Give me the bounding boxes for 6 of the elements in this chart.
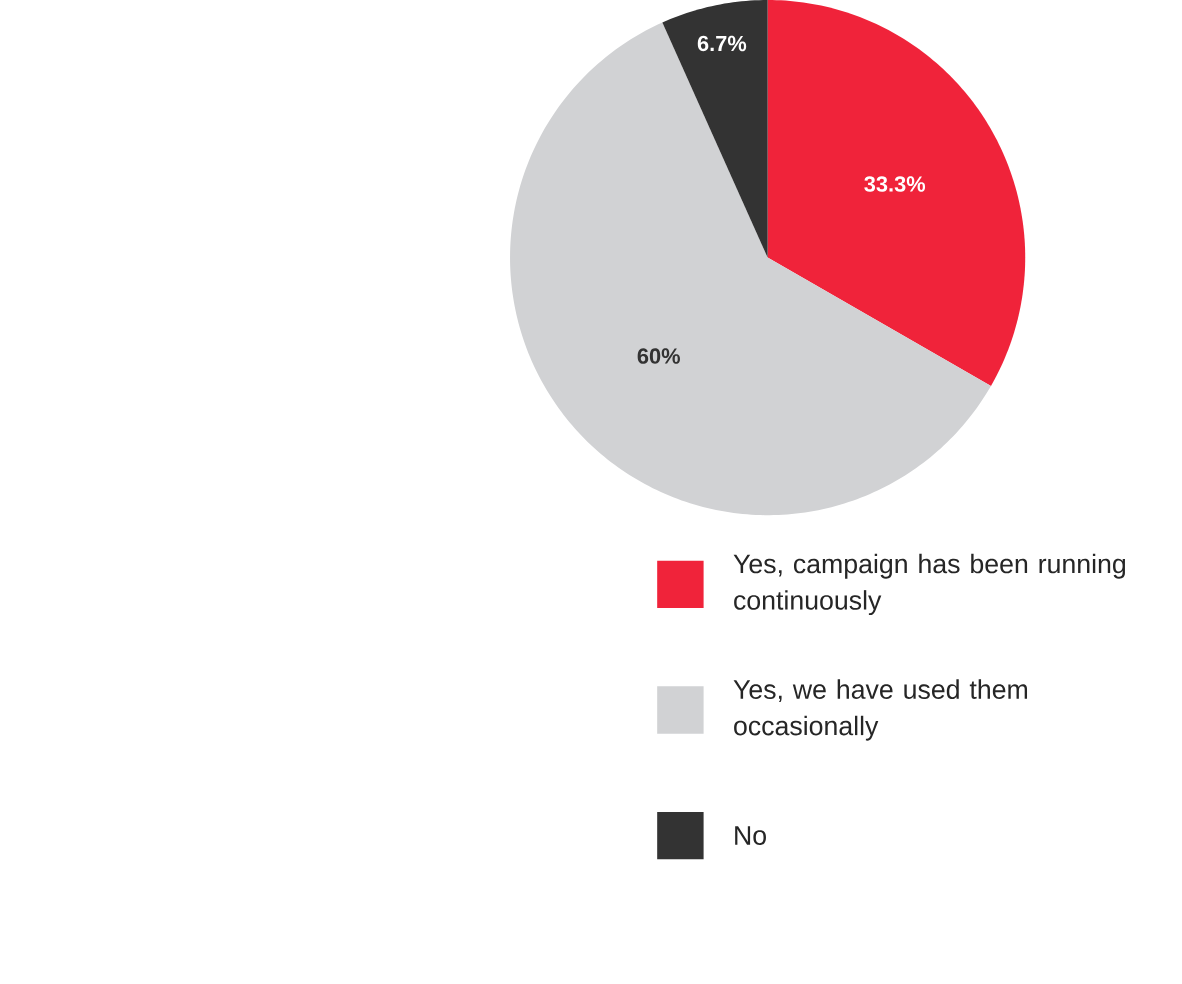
legend-label: Yes, we have used them occasionally	[733, 679, 1028, 741]
legend-label: No	[735, 826, 766, 845]
data-label: 60%	[637, 348, 680, 364]
legend-label: Yes, campaign has been running continuously	[733, 553, 1126, 616]
data-label: 6.7%	[697, 35, 747, 52]
data-label: 33.3%	[864, 176, 926, 192]
